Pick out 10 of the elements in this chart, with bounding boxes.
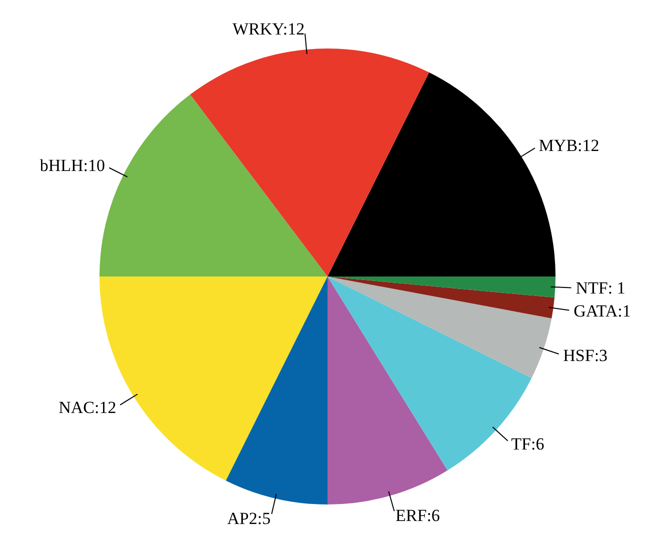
slice-label: ERF:6 [396,506,440,526]
slice-label: bHLH:10 [40,156,106,176]
slice-label: AP2:5 [227,508,271,528]
slice-label: TF:6 [511,434,544,454]
slice-label: GATA:1 [574,301,631,320]
slice-label: MYB:12 [538,136,600,156]
slice-label: NTF: 1 [576,278,626,298]
slice-label: HSF:3 [563,346,608,365]
slice-label: WRKY:12 [232,20,305,39]
slice-label: NAC:12 [58,398,116,417]
